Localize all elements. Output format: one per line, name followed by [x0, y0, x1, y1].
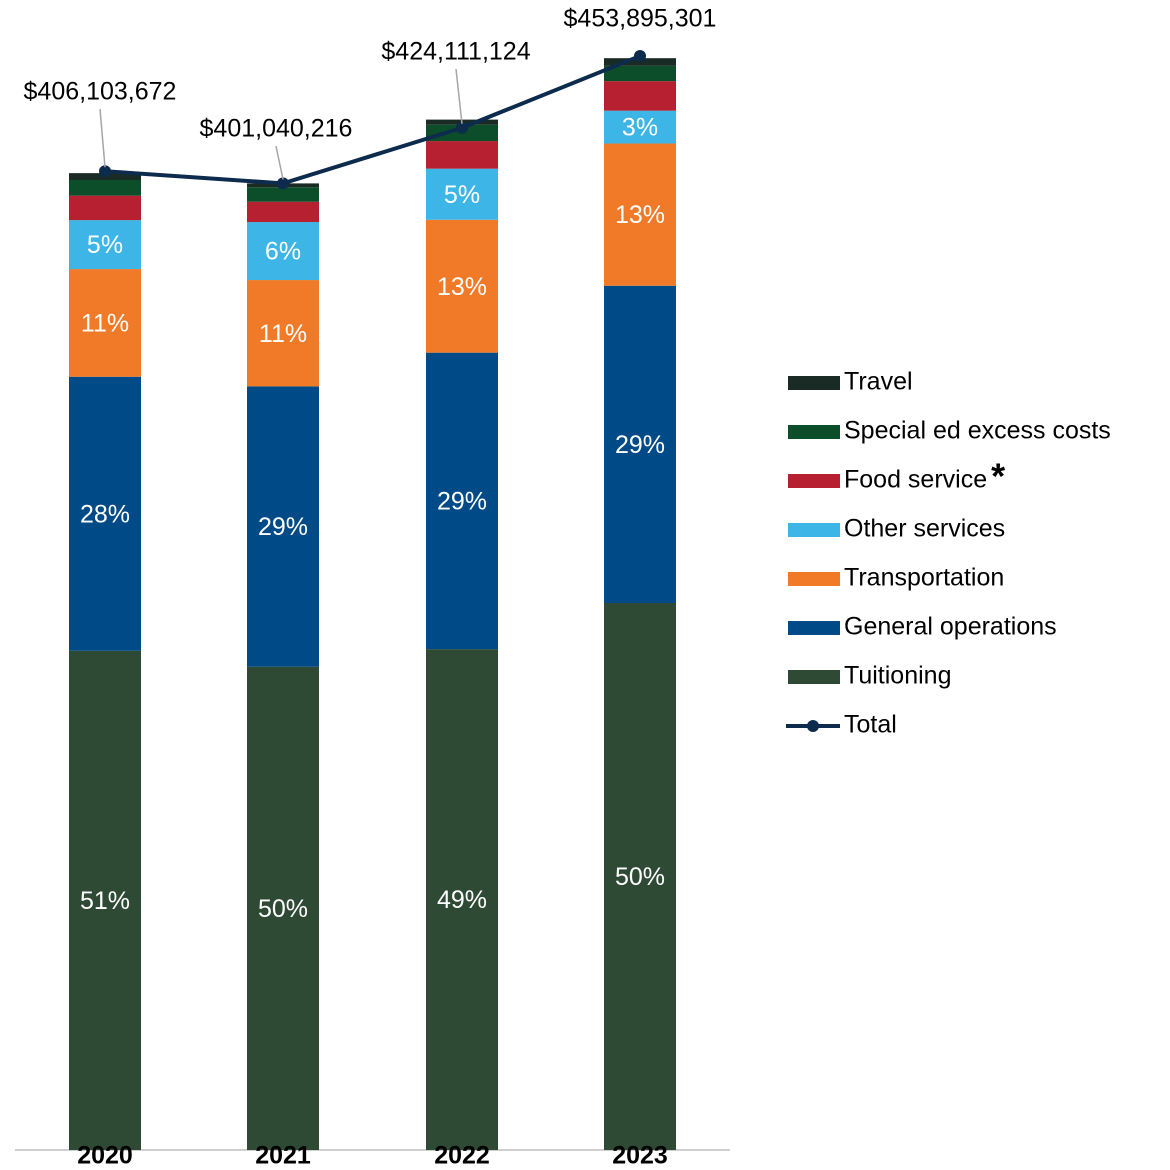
- legend-swatch: [788, 523, 840, 537]
- bar-segment: [69, 179, 141, 196]
- bar-segment: [247, 222, 319, 281]
- legend-label: General operations: [844, 613, 1057, 641]
- bar-segment: [69, 220, 141, 270]
- legend-label: Travel: [844, 368, 913, 396]
- x-tick-label: 2023: [612, 1142, 668, 1170]
- legend-label: Other services: [844, 515, 1005, 543]
- bar-segment: [247, 666, 319, 1150]
- bar-segment: [247, 187, 319, 202]
- bar-segment: [426, 649, 498, 1150]
- legend-swatch: [788, 572, 840, 586]
- data-label: 29%: [258, 513, 308, 541]
- data-label: 5%: [87, 231, 123, 259]
- data-label: 5%: [444, 181, 480, 209]
- bar-segment: [69, 195, 141, 221]
- bar-segment: [247, 386, 319, 667]
- total-point: [456, 121, 468, 134]
- bar-segment: [69, 376, 141, 651]
- data-label: 13%: [615, 201, 665, 229]
- legend-swatch: [788, 425, 840, 439]
- legend-swatch: [788, 670, 840, 684]
- bar-segment: [426, 168, 498, 220]
- bar-segment: [604, 58, 676, 66]
- data-label: 51%: [80, 887, 130, 915]
- total-label: $453,895,301: [564, 5, 717, 33]
- bar-segment: [604, 81, 676, 111]
- total-point: [277, 177, 289, 190]
- total-point: [634, 50, 646, 62]
- leader-line: [455, 68, 463, 124]
- legend-label: Total: [844, 711, 897, 739]
- legend-swatch: [788, 621, 840, 635]
- data-label: 28%: [80, 500, 130, 528]
- data-label: 13%: [437, 273, 487, 301]
- legend-label: Transportation: [844, 564, 1004, 592]
- bar-segment: [604, 143, 676, 286]
- bar-segment: [604, 110, 676, 144]
- legend-label: Special ed excess costs: [844, 417, 1111, 445]
- data-label: 50%: [615, 863, 665, 891]
- bar-segment: [604, 285, 676, 603]
- bar-segment: [247, 201, 319, 223]
- total-label: $406,103,672: [24, 78, 177, 106]
- x-tick-label: 2021: [255, 1142, 311, 1170]
- leader-line: [99, 108, 106, 168]
- bar-segment: [604, 603, 676, 1150]
- legend-swatch: [788, 474, 840, 488]
- data-label: 11%: [259, 320, 307, 348]
- data-label: 50%: [258, 895, 308, 923]
- legend-label: Tuitioning: [844, 662, 951, 690]
- bar-segment: [426, 141, 498, 169]
- bar-segment: [426, 352, 498, 650]
- total-label: $401,040,216: [200, 115, 353, 143]
- bar-segment: [247, 280, 319, 387]
- data-label: 29%: [615, 431, 665, 459]
- legend-swatch: [788, 376, 840, 390]
- bar-segment: [69, 269, 141, 377]
- data-label: 11%: [81, 310, 129, 338]
- x-tick-label: 2022: [434, 1142, 490, 1170]
- total-label: $424,111,124: [381, 38, 530, 66]
- total-line: [104, 54, 641, 186]
- data-label: 29%: [437, 488, 487, 516]
- bar-segment: [69, 650, 141, 1150]
- total-point: [99, 165, 111, 178]
- data-label: 6%: [265, 238, 301, 266]
- data-label: 49%: [437, 886, 487, 914]
- legend-note: *: [991, 456, 1005, 497]
- leader-line: [275, 145, 284, 180]
- bar-segment: [604, 65, 676, 82]
- x-tick-label: 2020: [77, 1142, 133, 1170]
- bar-segment: [426, 219, 498, 353]
- data-label: 3%: [622, 114, 658, 142]
- legend-label: Food service: [844, 466, 987, 494]
- legend-marker: [807, 720, 819, 732]
